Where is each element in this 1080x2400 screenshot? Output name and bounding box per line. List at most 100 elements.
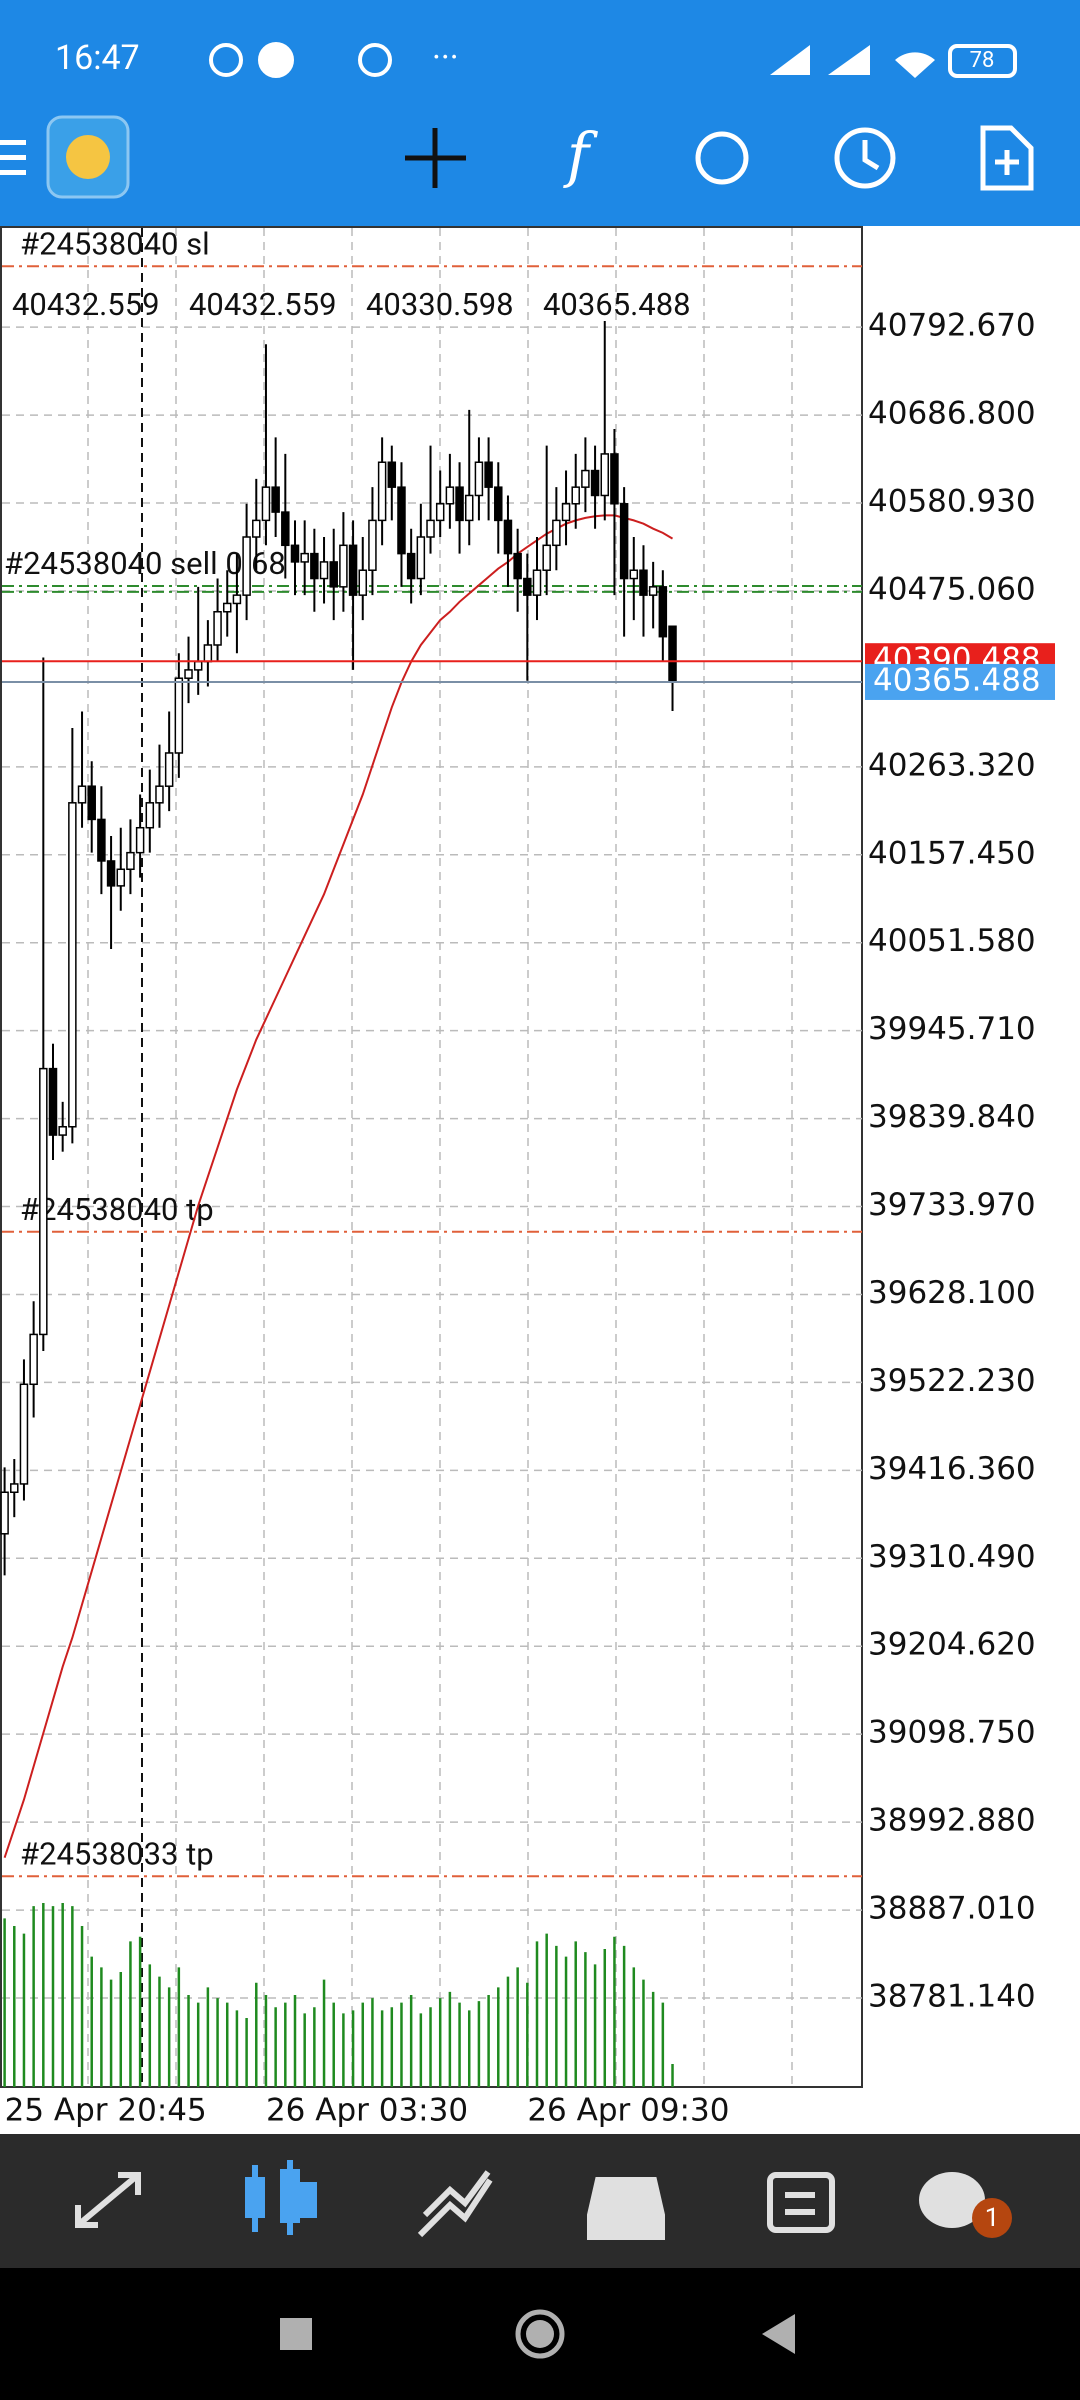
chart-tab[interactable] xyxy=(245,2160,317,2235)
candle-body xyxy=(222,602,232,613)
y-tick-label: 40157.450 xyxy=(868,835,1036,871)
candle-body xyxy=(329,561,338,588)
candle-body xyxy=(252,519,261,538)
candle-body xyxy=(581,469,590,488)
candle-body xyxy=(416,536,426,580)
status-time: 16:47 xyxy=(55,38,140,78)
chart: #24538040 sl #24538040 sell 0.68 #24538040… xyxy=(0,225,863,2088)
order-label: #24538040 sell 0.68 xyxy=(4,545,286,582)
y-tick-label: 40051.580 xyxy=(868,923,1036,959)
candle-body xyxy=(455,486,464,522)
svg-text:···: ··· xyxy=(432,38,459,78)
candle-body xyxy=(464,494,474,522)
y-tick-label: 39839.840 xyxy=(868,1099,1036,1135)
moving-average xyxy=(3,514,674,1859)
candle-body xyxy=(281,511,290,547)
candle-body xyxy=(68,802,77,1128)
candle-body xyxy=(368,519,377,571)
candle-body xyxy=(164,752,174,787)
candle-body xyxy=(155,785,164,804)
candle-body xyxy=(174,677,184,754)
candle-body xyxy=(135,826,145,854)
candle-body xyxy=(39,1067,48,1336)
candle-body xyxy=(203,644,213,663)
candle-body xyxy=(474,461,484,497)
order-label: #24538033 tp xyxy=(20,1835,214,1872)
battery-level: 78 xyxy=(970,48,995,73)
candle-body xyxy=(193,660,203,671)
y-tick-label: 38887.010 xyxy=(868,1891,1036,1927)
candle-body xyxy=(523,577,532,596)
candle-body xyxy=(542,544,551,571)
candle-body xyxy=(571,486,580,505)
y-tick-label: 40475.060 xyxy=(868,571,1036,607)
candle-body xyxy=(232,594,242,605)
history-tab[interactable] xyxy=(587,2177,665,2240)
candle-body xyxy=(552,519,561,547)
news-tab[interactable] xyxy=(767,2172,835,2233)
candle-body xyxy=(10,1483,19,1494)
candle-body xyxy=(290,544,300,563)
signal-icons xyxy=(770,45,935,78)
bid-label-box xyxy=(865,663,1055,700)
back-button[interactable] xyxy=(762,2314,795,2354)
trade-button[interactable] xyxy=(695,131,749,185)
timeframe-button[interactable] xyxy=(834,127,896,189)
candle-body xyxy=(532,569,542,596)
candle-body xyxy=(668,625,677,683)
candle-body xyxy=(445,486,455,505)
candle-body xyxy=(19,1383,29,1485)
new-order-button[interactable] xyxy=(980,125,1034,191)
candle-body xyxy=(29,1333,38,1386)
y-tick-label: 39522.230 xyxy=(868,1363,1036,1399)
bottom-nav xyxy=(0,2134,1080,2268)
candle-body xyxy=(561,503,571,522)
y-tick-label: 39628.100 xyxy=(868,1275,1036,1311)
candle-body xyxy=(648,586,658,596)
candle-body xyxy=(639,569,648,596)
candle-body xyxy=(261,486,271,522)
app-header xyxy=(0,0,1080,226)
candle-body xyxy=(619,503,629,580)
candle-body xyxy=(513,552,522,580)
crosshair-button[interactable] xyxy=(405,128,466,188)
candle-body xyxy=(406,552,416,580)
y-tick-label: 39945.710 xyxy=(868,1011,1036,1047)
candle-body xyxy=(339,544,348,588)
candle-body xyxy=(358,569,368,596)
ohlc-value: 40330.598 xyxy=(366,286,514,323)
y-tick-label: 39098.750 xyxy=(868,1715,1036,1751)
candle-body xyxy=(348,544,358,596)
candle-body xyxy=(97,818,106,862)
candle-body xyxy=(610,453,619,505)
candle-body xyxy=(48,1067,58,1136)
candle-body xyxy=(87,785,96,821)
x-tick-label: 26 Apr 09:30 xyxy=(527,2093,729,2129)
status-icons: ··· xyxy=(209,38,1017,78)
chat-tab[interactable] xyxy=(919,2172,1012,2238)
candle-body xyxy=(116,868,126,887)
candle-body xyxy=(77,785,87,804)
ohlc-value: 40365.488 xyxy=(543,286,691,323)
quotes-tab[interactable] xyxy=(75,2172,141,2228)
nav-icons xyxy=(75,2160,1012,2240)
y-tick-label: 40686.800 xyxy=(868,396,1036,432)
chat-badge: 1 xyxy=(985,2203,1000,2233)
ohlc-value: 40432.559 xyxy=(12,286,160,323)
y-tick-label: 40263.320 xyxy=(868,747,1036,783)
logo-mark xyxy=(66,135,110,179)
candle-body xyxy=(590,469,600,497)
trade-tab[interactable] xyxy=(417,2170,493,2238)
menu-button[interactable] xyxy=(0,140,26,175)
home-button[interactable] xyxy=(515,2309,565,2359)
candle-body xyxy=(629,569,639,580)
recents-button[interactable] xyxy=(280,2318,312,2350)
y-tick-label: 39416.360 xyxy=(868,1451,1036,1487)
x-tick-label: 25 Apr 20:45 xyxy=(5,2093,207,2129)
order-label: #24538040 sl xyxy=(20,225,210,262)
candle-body xyxy=(387,461,397,488)
y-tick-label: 39204.620 xyxy=(868,1627,1036,1663)
candle-body xyxy=(184,669,193,679)
candle-body xyxy=(377,461,387,522)
